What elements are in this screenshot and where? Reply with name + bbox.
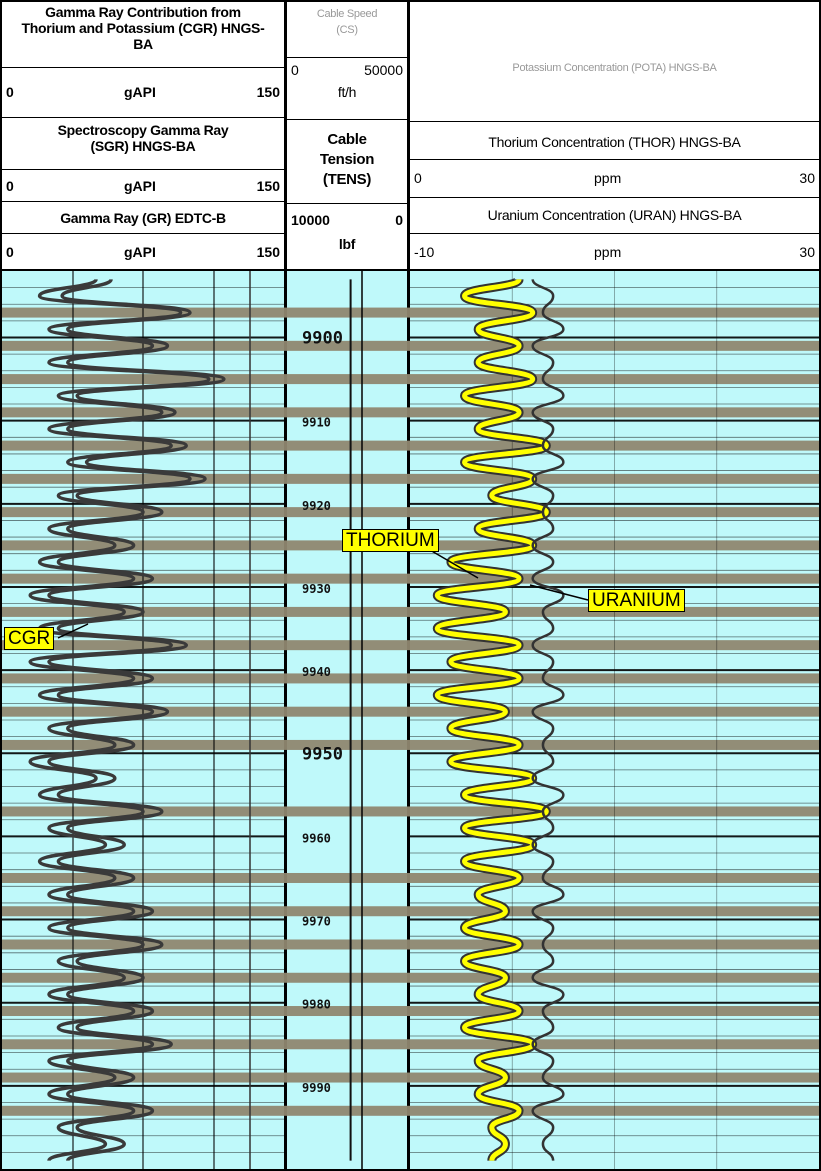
- curve-thor: [434, 277, 549, 1162]
- shade-band: [2, 939, 819, 950]
- depth-label: 9910: [302, 416, 331, 430]
- shade-band: [2, 906, 819, 917]
- shade-band: [2, 1006, 819, 1017]
- uran-unit: ppm: [594, 244, 622, 260]
- sgr-header: Spectroscopy Gamma Ray (SGR) HNGS-BA: [2, 118, 284, 170]
- depth-label: 9930: [302, 582, 331, 596]
- shade-band: [2, 507, 819, 518]
- shade-band: [2, 374, 819, 385]
- tens-min: 10000: [291, 212, 330, 228]
- cs-unit: ft/h: [337, 84, 357, 100]
- sgr-title: Spectroscopy Gamma Ray (SGR) HNGS-BA: [57, 122, 229, 154]
- gr-unit: gAPI: [124, 244, 156, 260]
- tens-title: Cable Tension (TENS): [319, 131, 375, 188]
- shade-band: [2, 739, 819, 750]
- tens-max: 0: [395, 212, 403, 228]
- thor-header: Thorium Concentration (THOR) HNGS-BA: [410, 122, 819, 160]
- sgr-unit: gAPI: [124, 178, 156, 194]
- cs-header: Cable Speed (CS): [287, 2, 407, 58]
- cgr-scale: 0 gAPI 150: [2, 68, 284, 118]
- uran-header: Uranium Concentration (URAN) HNGS-BA: [410, 198, 819, 234]
- pota-title: Potassium Concentration (POTA) HNGS-BA: [512, 62, 717, 74]
- shade-band: [2, 1072, 819, 1083]
- gr-header: Gamma Ray (GR) EDTC-B: [2, 202, 284, 234]
- sgr-min: 0: [6, 178, 14, 194]
- callout-uranium: URANIUM: [588, 589, 685, 612]
- callout-thorium: THORIUM: [342, 529, 439, 552]
- callout-cgr: CGR: [4, 627, 55, 650]
- gr-scale: 0 gAPI 150: [2, 234, 284, 270]
- thor-max: 30: [799, 170, 815, 186]
- cgr-header: Gamma Ray Contribution from Thorium and …: [2, 2, 284, 68]
- depth-label: 9920: [302, 499, 331, 513]
- depth-label: 9940: [302, 665, 331, 679]
- shade-band: [2, 673, 819, 684]
- gr-max: 150: [256, 244, 280, 260]
- gr-min: 0: [6, 244, 14, 260]
- depth-label: 9960: [302, 831, 331, 845]
- pota-header: Potassium Concentration (POTA) HNGS-BA: [410, 2, 819, 122]
- leader-cgr: [57, 623, 89, 639]
- thor-scale: 0 ppm 30: [410, 160, 819, 198]
- shade-band: [2, 440, 819, 451]
- depth-label: 9970: [302, 915, 331, 929]
- gr-title: Gamma Ray (GR) EDTC-B: [60, 210, 226, 226]
- leader-thorium: [429, 549, 479, 579]
- shade-band: [2, 640, 819, 651]
- tens-header: Cable Tension (TENS): [287, 120, 407, 204]
- thor-min: 0: [414, 170, 422, 186]
- shade-band: [2, 1105, 819, 1116]
- thor-unit: ppm: [594, 170, 622, 186]
- cgr-max: 150: [256, 84, 280, 100]
- depth-label: 9900: [302, 329, 343, 349]
- cgr-unit: gAPI: [124, 84, 156, 100]
- shade-band: [2, 606, 819, 617]
- track2-background: [287, 271, 407, 1169]
- shade-band: [2, 340, 819, 351]
- shade-band: [2, 872, 819, 883]
- tens-scale: 10000 0 lbf: [287, 204, 407, 270]
- cs-min: 0: [291, 62, 299, 78]
- uran-scale: -10 ppm 30: [410, 234, 819, 270]
- depth-label: 9950: [302, 744, 343, 764]
- curve-uran: [531, 278, 565, 1161]
- cgr-title: Gamma Ray Contribution from Thorium and …: [21, 4, 265, 52]
- shade-band: [2, 473, 819, 484]
- shade-band: [2, 1039, 819, 1050]
- uran-title: Uranium Concentration (URAN) HNGS-BA: [487, 207, 742, 223]
- cgr-min: 0: [6, 84, 14, 100]
- tens-unit: lbf: [338, 236, 356, 252]
- depth-label: 9990: [302, 1081, 331, 1095]
- cs-max: 50000: [364, 62, 403, 78]
- shade-band: [2, 307, 819, 318]
- uran-max: 30: [799, 244, 815, 260]
- uran-min: -10: [414, 244, 435, 260]
- sgr-max: 150: [256, 178, 280, 194]
- leader-uranium: [529, 584, 589, 601]
- curve-cgr: [28, 277, 211, 1163]
- shade-band: [2, 407, 819, 418]
- shade-band: [2, 706, 819, 717]
- sgr-scale: 0 gAPI 150: [2, 170, 284, 202]
- shade-band: [2, 573, 819, 584]
- depth-label: 9980: [302, 998, 331, 1012]
- thor-title: Thorium Concentration (THOR) HNGS-BA: [488, 134, 741, 150]
- shade-band: [2, 806, 819, 817]
- shade-band: [2, 972, 819, 983]
- cs-scale: 0 50000 ft/h: [287, 58, 407, 120]
- curve-sgr: [47, 278, 226, 1163]
- cs-title: Cable Speed (CS): [316, 8, 378, 36]
